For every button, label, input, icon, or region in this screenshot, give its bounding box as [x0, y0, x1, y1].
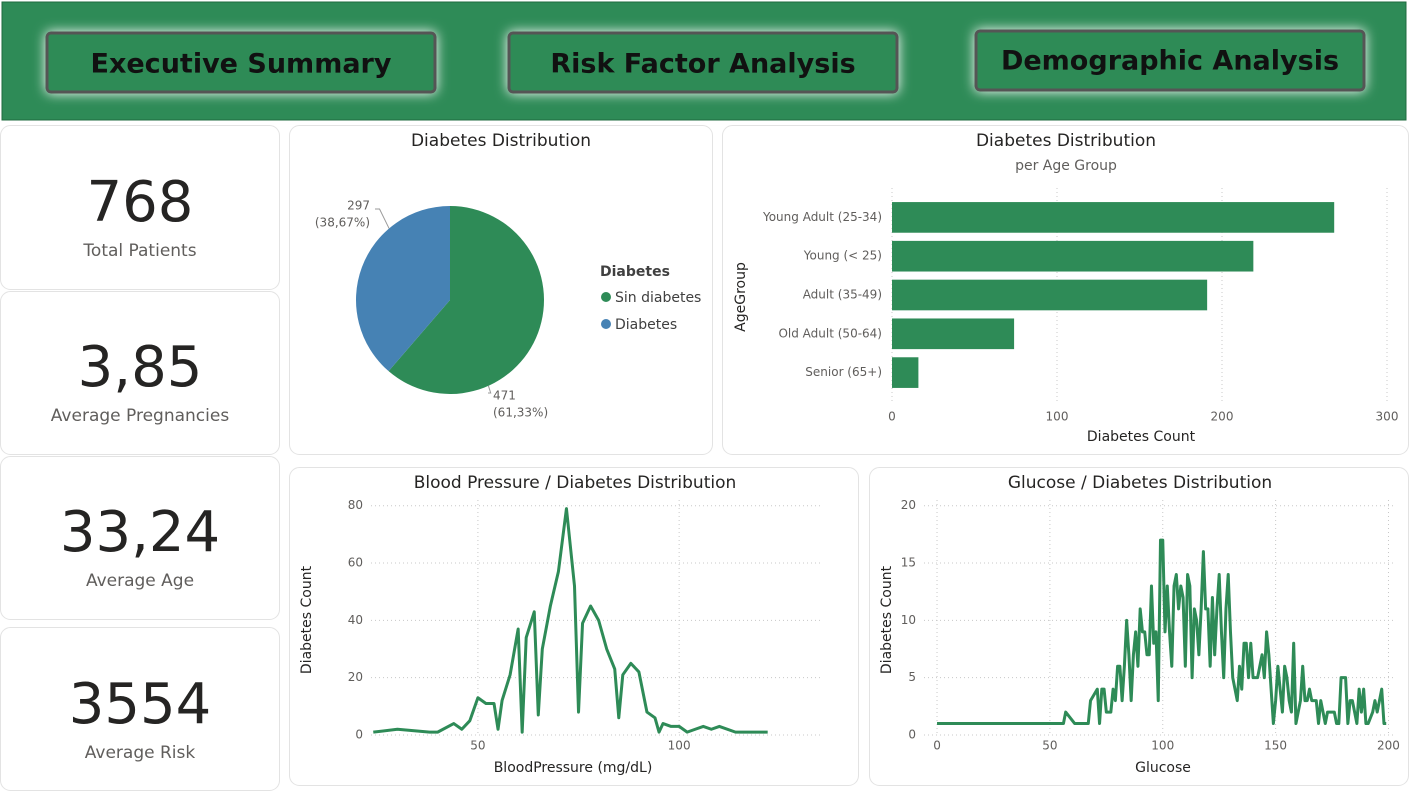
kpi-card	[0, 291, 280, 455]
bar	[892, 240, 1254, 272]
x-tick-label: 0	[933, 739, 941, 753]
chart-title: Blood Pressure / Diabetes Distribution	[414, 473, 737, 493]
bar	[892, 318, 1015, 350]
kpi-value: 768	[87, 170, 194, 235]
x-tick-label: 100	[668, 739, 691, 753]
nav-button-label[interactable]: Risk Factor Analysis	[550, 49, 855, 80]
leader-line	[487, 385, 492, 394]
nav-button-bg[interactable]	[45, 31, 437, 94]
y-tick-label: 60	[348, 556, 363, 570]
chart-title: Diabetes Distribution	[411, 131, 591, 151]
chart-card	[289, 467, 859, 786]
y-tick-label: Senior (65+)	[805, 365, 882, 379]
y-axis-title: Diabetes Count	[879, 565, 895, 674]
chart-title: Glucose / Diabetes Distribution	[1008, 473, 1272, 493]
kpi-card	[0, 627, 280, 791]
bar	[892, 202, 1335, 233]
nav-button-label[interactable]: Demographic Analysis	[1001, 46, 1339, 77]
x-tick-label: 150	[1264, 739, 1287, 753]
y-tick-label: 20	[901, 498, 916, 512]
x-tick-label: 50	[470, 739, 485, 753]
pie-slice	[355, 206, 450, 372]
kpi-value: 3,85	[78, 335, 203, 400]
x-axis-title: Diabetes Count	[1087, 429, 1196, 445]
chart-subtitle: per Age Group	[1015, 158, 1117, 174]
x-axis-title: BloodPressure (mg/dL)	[494, 760, 653, 776]
line-series	[373, 507, 768, 734]
kpi-label: Average Age	[86, 571, 194, 591]
y-axis-title: Diabetes Count	[299, 565, 315, 674]
nav-button[interactable]: Risk Factor Analysis	[507, 31, 899, 94]
y-tick-label: 20	[348, 670, 363, 684]
y-axis-title: AgeGroup	[733, 262, 749, 332]
bar	[892, 279, 1208, 311]
legend-title: Diabetes	[600, 264, 670, 280]
y-tick-label: 80	[348, 498, 363, 512]
data-label: 297	[347, 199, 370, 213]
x-tick-label: 200	[1211, 410, 1234, 424]
legend-label: Sin diabetes	[615, 290, 701, 306]
nav-button-label[interactable]: Executive Summary	[91, 49, 392, 80]
pie-slice	[388, 206, 544, 394]
legend-swatch	[601, 292, 611, 302]
y-tick-label: 5	[908, 670, 916, 684]
kpi-label: Total Patients	[82, 241, 196, 261]
nav-button-bg[interactable]	[507, 31, 899, 94]
chart-title: Diabetes Distribution	[976, 131, 1156, 151]
y-tick-label: 40	[348, 613, 363, 627]
y-tick-label: Old Adult (50-64)	[778, 326, 882, 340]
leader-line	[375, 208, 390, 229]
line-series	[937, 538, 1387, 726]
data-label: 471	[493, 389, 516, 403]
y-tick-label: Young (< 25)	[803, 249, 882, 263]
kpi-card	[0, 456, 280, 620]
kpi-label: Average Pregnancies	[51, 406, 230, 426]
x-tick-label: 100	[1046, 410, 1069, 424]
x-tick-label: 50	[1042, 739, 1057, 753]
kpi-card	[0, 125, 280, 290]
y-tick-label: Young Adult (25-34)	[762, 210, 882, 224]
y-tick-label: Adult (35-49)	[803, 288, 882, 302]
x-tick-label: 200	[1377, 739, 1400, 753]
kpi-value: 3554	[69, 672, 212, 737]
x-tick-label: 100	[1151, 739, 1174, 753]
legend-swatch	[601, 319, 611, 329]
y-tick-label: 10	[901, 613, 916, 627]
bar	[892, 357, 919, 388]
data-label-percent: (38,67%)	[315, 216, 370, 230]
y-tick-label: 0	[908, 728, 916, 742]
kpi-label: Average Risk	[85, 743, 196, 763]
data-label-percent: (61,33%)	[493, 406, 548, 420]
nav-button-bg[interactable]	[974, 29, 1366, 92]
y-tick-label: 15	[901, 556, 916, 570]
nav-button[interactable]: Executive Summary	[45, 31, 437, 94]
x-axis-title: Glucose	[1135, 760, 1191, 776]
x-tick-label: 300	[1376, 410, 1399, 424]
nav-button[interactable]: Demographic Analysis	[974, 29, 1366, 92]
legend-label: Diabetes	[615, 317, 677, 333]
y-tick-label: 0	[355, 728, 363, 742]
x-tick-label: 0	[888, 410, 896, 424]
kpi-value: 33,24	[60, 500, 220, 565]
